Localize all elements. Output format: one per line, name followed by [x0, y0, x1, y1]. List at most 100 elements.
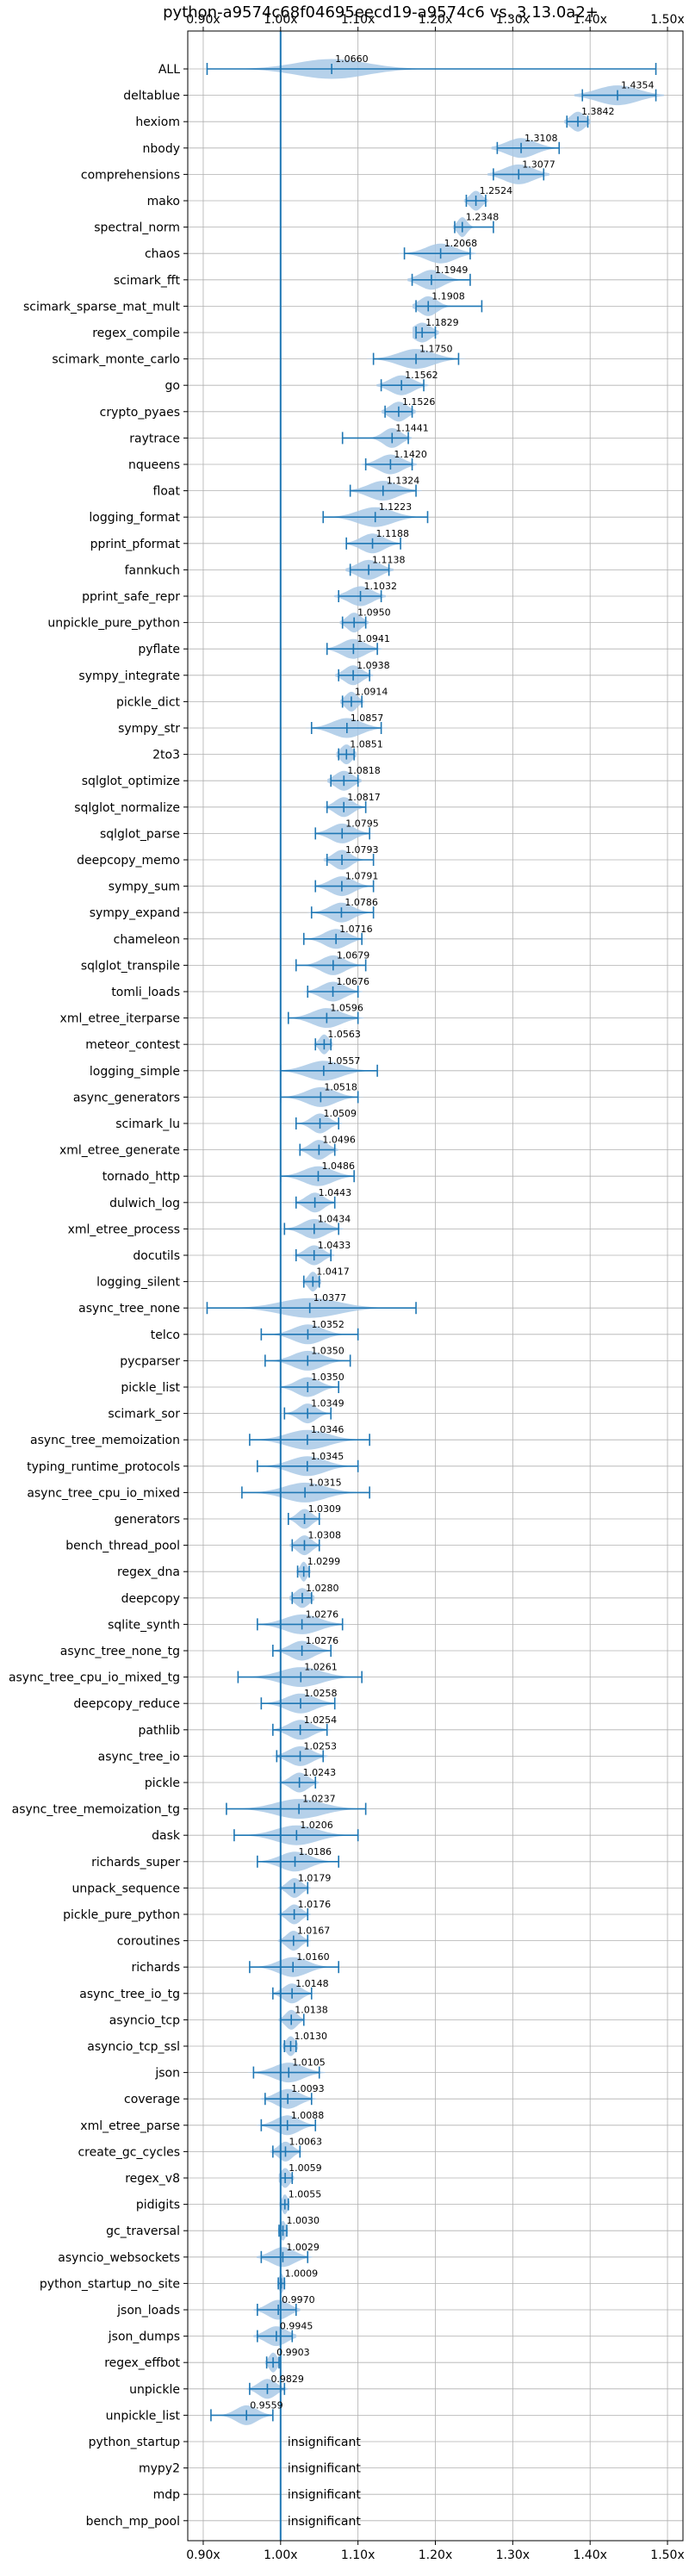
category-label: gc_traversal	[106, 2224, 180, 2238]
category-label: docutils	[133, 1249, 180, 1263]
value-label: 1.0105	[292, 2057, 326, 2069]
category-label: create_gc_cycles	[78, 2145, 180, 2159]
value-label: 1.0417	[316, 1266, 350, 1278]
value-label: 1.0309	[308, 1503, 342, 1515]
category-label: json	[154, 2067, 180, 2081]
value-label: 1.1829	[425, 317, 459, 328]
category-label: sqlglot_parse	[100, 827, 180, 841]
value-label: 1.1032	[364, 581, 398, 592]
category-label: async_tree_none_tg	[60, 1645, 180, 1658]
category-label: 2to3	[152, 749, 180, 762]
category-label: richards_super	[91, 1856, 180, 1870]
value-label: 1.0596	[330, 1003, 363, 1014]
value-label: 1.0496	[322, 1135, 356, 1146]
category-label: tomli_loads	[111, 986, 180, 999]
value-label: 1.1441	[395, 422, 429, 433]
value-label: 1.0186	[299, 1846, 332, 1857]
value-label: 1.0088	[291, 2110, 325, 2121]
value-label: 1.1908	[431, 290, 465, 302]
value-label: 1.0261	[304, 1662, 338, 1673]
value-label: 1.0563	[327, 1029, 361, 1040]
category-label: async_tree_io_tg	[79, 1988, 180, 2001]
category-label: telco	[151, 1328, 180, 1342]
x-tick-label-top: 1.20x	[419, 13, 452, 27]
category-label: sympy_str	[118, 722, 180, 736]
category-label: pprint_pformat	[90, 538, 181, 551]
category-label: typing_runtime_protocols	[27, 1460, 180, 1474]
chart-title: python-a9574c68f04695eecd19-a9574c6 vs. …	[163, 3, 599, 22]
category-label: deepcopy_reduce	[73, 1697, 180, 1711]
value-label: 1.0299	[307, 1556, 341, 1567]
category-label: deepcopy_memo	[77, 854, 180, 868]
value-label: 1.0660	[335, 53, 369, 65]
category-label: unpickle_pure_python	[47, 617, 180, 631]
value-label: 1.1138	[372, 554, 406, 565]
x-tick-label-top: 1.00x	[264, 13, 297, 27]
category-label: python_startup_no_site	[40, 2277, 180, 2291]
value-label: 1.0276	[306, 1608, 339, 1620]
x-tick-label-bottom: 1.10x	[341, 2548, 375, 2562]
category-label: comprehensions	[81, 168, 180, 182]
value-label: 1.0176	[298, 1899, 332, 1910]
value-label: 1.1223	[379, 501, 413, 513]
category-label: raytrace	[129, 432, 180, 445]
category-label: scimark_fft	[114, 274, 181, 288]
category-label: scimark_monte_carlo	[52, 353, 180, 367]
value-label: 1.0030	[287, 2215, 320, 2226]
category-label: async_tree_memoization	[30, 1434, 180, 1447]
category-label: mako	[147, 195, 180, 208]
category-label: sympy_expand	[90, 906, 180, 920]
category-label: richards	[132, 1961, 181, 1975]
x-tick-label-bottom: 1.00x	[264, 2548, 297, 2562]
category-label: meteor_contest	[85, 1038, 180, 1052]
insignificant-label: insignificant	[288, 2462, 362, 2476]
value-label: 1.1188	[376, 528, 410, 539]
value-label: 1.1949	[435, 264, 469, 276]
category-label: mypy2	[139, 2462, 180, 2476]
value-label: 1.0795	[345, 818, 379, 829]
value-label: 1.0518	[324, 1081, 357, 1092]
value-label: 1.0557	[327, 1055, 361, 1067]
category-label: hexiom	[135, 115, 180, 129]
value-label: 1.0055	[289, 2189, 322, 2200]
category-label: pidigits	[136, 2199, 180, 2212]
value-label: 1.0434	[318, 1213, 351, 1224]
category-label: async_tree_cpu_io_mixed_tg	[9, 1671, 180, 1685]
value-label: 1.0818	[347, 765, 381, 776]
category-label: dulwich_log	[109, 1197, 180, 1210]
value-label: 0.9829	[270, 2374, 304, 2385]
category-label: xml_etree_generate	[59, 1144, 180, 1158]
category-label: xml_etree_iterparse	[60, 1012, 180, 1026]
category-label: unpickle	[129, 2383, 180, 2397]
insignificant-label: insignificant	[288, 2515, 362, 2529]
value-label: 1.0509	[324, 1108, 357, 1119]
category-label: bench_thread_pool	[65, 1540, 180, 1553]
x-tick-label-top: 1.10x	[341, 13, 375, 27]
x-tick-label-bottom: 1.50x	[650, 2548, 684, 2562]
category-label: crypto_pyaes	[100, 406, 180, 420]
value-label: 1.0063	[289, 2136, 322, 2147]
value-label: 1.1420	[394, 449, 427, 460]
category-label: pickle_list	[121, 1381, 180, 1395]
insignificant-label: insignificant	[288, 2436, 362, 2449]
value-label: 0.9970	[282, 2294, 315, 2305]
value-label: 1.0346	[311, 1424, 344, 1435]
category-label: coverage	[124, 2093, 180, 2106]
category-label: mdp	[153, 2488, 181, 2502]
value-label: 0.9903	[276, 2347, 310, 2358]
value-label: 1.0206	[300, 1820, 333, 1831]
value-label: 1.0786	[344, 897, 378, 908]
value-label: 1.0253	[304, 1740, 338, 1752]
value-label: 1.0914	[355, 686, 388, 697]
value-label: 1.0941	[357, 633, 390, 644]
category-label: async_tree_memoization_tg	[12, 1803, 180, 1817]
value-label: 1.2348	[466, 212, 500, 223]
category-label: sqlglot_optimize	[82, 775, 180, 788]
value-label: 1.0950	[357, 607, 391, 619]
value-label: 1.1750	[419, 344, 453, 355]
category-label: json_dumps	[108, 2330, 180, 2344]
value-label: 1.2068	[444, 238, 478, 249]
value-label: 1.0138	[295, 2004, 328, 2015]
category-label: scimark_lu	[115, 1117, 180, 1131]
value-label: 1.0793	[345, 844, 379, 856]
